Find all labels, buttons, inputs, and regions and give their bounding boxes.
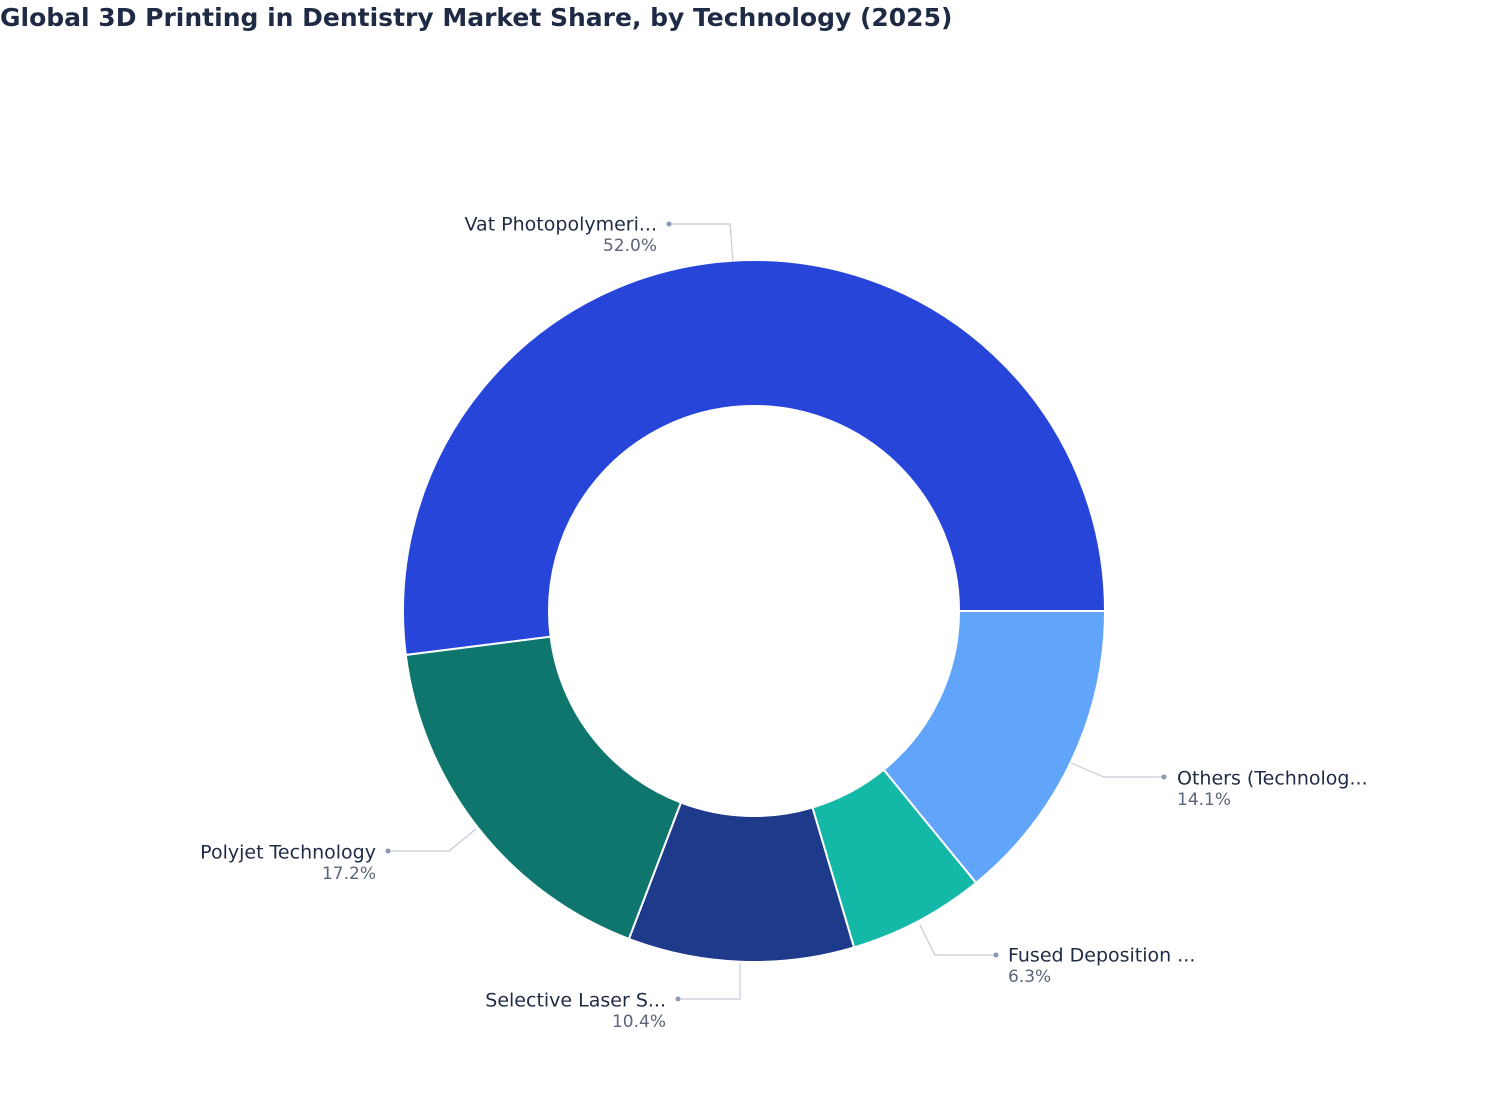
slice-value-label: 6.3% [1008, 967, 1051, 987]
slice-label: Selective Laser S... [485, 990, 666, 1012]
leader-line [388, 828, 477, 852]
leader-dot [675, 996, 681, 1002]
slice-value-label: 14.1% [1177, 790, 1231, 810]
leader-line [669, 223, 734, 263]
leader-dot [993, 952, 999, 958]
donut-slice [402, 259, 1107, 657]
slice-label: Vat Photopolymeri... [465, 214, 657, 236]
slice-value-label: 10.4% [612, 1012, 666, 1032]
slice-value-label: 17.2% [322, 864, 376, 884]
chart-title: Global 3D Printing in Dentistry Market S… [0, 3, 952, 32]
leader-dot [385, 848, 391, 854]
leader-dot [666, 221, 672, 227]
donut-slice [404, 635, 683, 941]
leader-line [1070, 762, 1164, 778]
leader-dot [1161, 774, 1167, 780]
slice-label: Polyjet Technology [200, 842, 376, 864]
leader-line [919, 924, 996, 956]
leader-line [678, 963, 741, 1000]
slice-value-label: 52.0% [603, 236, 657, 256]
slice-label: Others (Technolog... [1177, 768, 1368, 790]
slice-label: Fused Deposition ... [1008, 945, 1195, 967]
